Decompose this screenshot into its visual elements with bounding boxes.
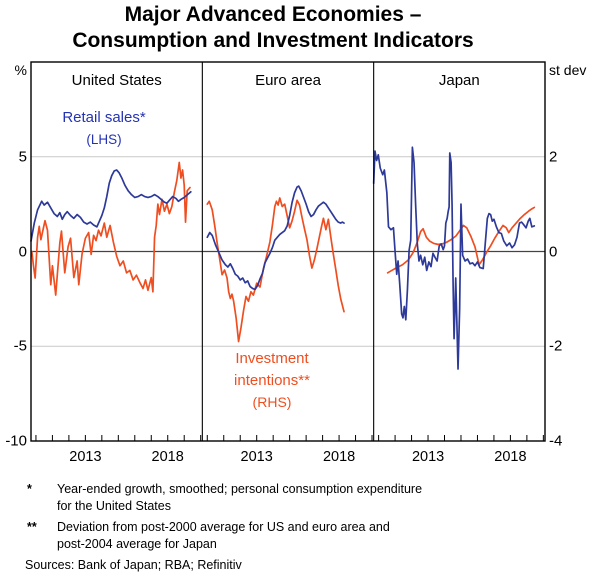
footnote-2-marker: ** bbox=[27, 520, 37, 534]
panel-title-euro-area: Euro area bbox=[255, 72, 321, 89]
legend-investment-intentions-line2: intentions** bbox=[234, 372, 310, 389]
left-axis-unit: % bbox=[14, 62, 27, 78]
footnote-2: ** Deviation from post-2000 average for … bbox=[25, 519, 545, 552]
right-axis-unit: st dev bbox=[549, 62, 587, 78]
legend-retail-sales: Retail sales* bbox=[62, 109, 146, 126]
x-axis-year-label: 2018 bbox=[494, 449, 527, 465]
investment-intentions-line-united-states bbox=[30, 161, 191, 296]
left-axis-tick-label: 5 bbox=[18, 148, 27, 166]
x-axis-year-label: 2018 bbox=[322, 449, 356, 465]
x-axis-year-label: 2013 bbox=[411, 449, 445, 465]
sources-line: Sources: Bank of Japan; RBA; Refinitiv bbox=[25, 558, 242, 572]
retail-sales-line-united-states bbox=[30, 169, 192, 242]
chart-title-line2: Consumption and Investment Indicators bbox=[72, 29, 474, 52]
chart-title-line1: Major Advanced Economies – bbox=[124, 3, 422, 26]
footnote-1-text: Year-ended growth, smoothed; personal co… bbox=[57, 482, 423, 513]
investment-intentions-line-euro-area bbox=[206, 197, 345, 343]
chart-title: Major Advanced Economies – Consumption a… bbox=[0, 2, 546, 54]
right-axis-tick-label: -4 bbox=[549, 432, 563, 449]
right-axis-tick-label: -2 bbox=[549, 337, 563, 355]
plot-frame bbox=[30, 61, 546, 442]
x-axis-year-label: 2018 bbox=[151, 449, 184, 465]
legend-investment-intentions-line1: Investment bbox=[235, 350, 309, 367]
right-axis-tick-label: 2 bbox=[549, 148, 558, 166]
panel-title-japan: Japan bbox=[438, 72, 480, 89]
x-axis-year-label: 2013 bbox=[69, 449, 102, 465]
x-axis-year-label: 2013 bbox=[240, 449, 273, 465]
left-axis-tick-label: -10 bbox=[5, 432, 27, 449]
retail-sales-line-euro-area bbox=[206, 185, 345, 291]
footnote-1-marker: * bbox=[27, 482, 32, 496]
left-axis-tick-label: -5 bbox=[13, 337, 27, 355]
left-axis-tick-label: 0 bbox=[18, 243, 27, 260]
footnotes: * Year-ended growth, smoothed; personal … bbox=[25, 481, 545, 574]
panel-title-united-states: United States bbox=[71, 72, 162, 89]
right-axis-tick-label: 0 bbox=[549, 243, 558, 260]
legend-retail-sales-axis: (LHS) bbox=[86, 132, 122, 147]
legend-investment-intentions-axis: (RHS) bbox=[252, 394, 292, 410]
footnote-2-text: Deviation from post-2000 average for US … bbox=[57, 520, 390, 551]
footnote-1: * Year-ended growth, smoothed; personal … bbox=[25, 481, 545, 514]
retail-sales-line-japan bbox=[372, 146, 536, 370]
